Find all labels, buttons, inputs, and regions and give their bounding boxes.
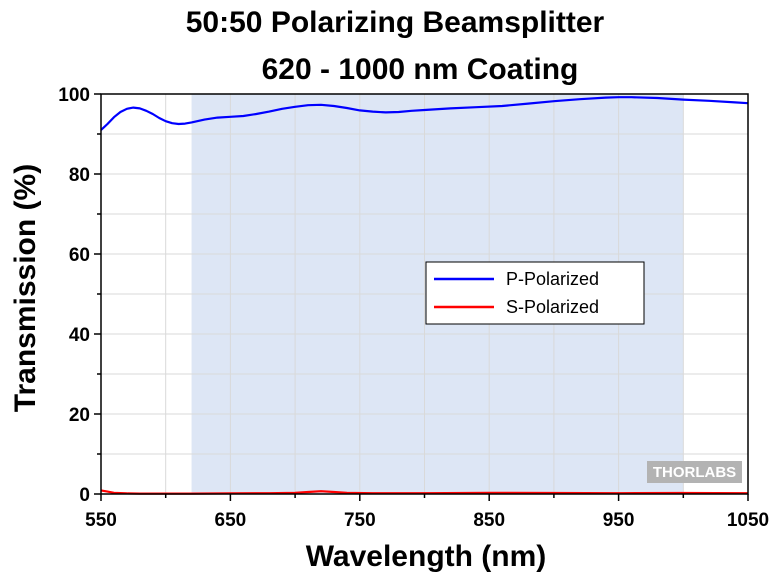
y-axis-label: Transmission (%) [9,164,42,412]
x-tick-label: 750 [344,510,376,531]
ticks [94,93,749,501]
x-tick-labels: 550 650 750 850 950 1050 [85,510,769,531]
y-tick-labels: 0 20 40 60 80 100 [58,85,90,506]
x-tick-label: 550 [85,510,117,531]
x-tick-label: 950 [603,510,635,531]
series-line-p-polarized [100,96,749,131]
y-tick-label: 40 [69,325,90,346]
chart-title-line-1: 50:50 Polarizing Beamsplitter [186,6,605,39]
y-tick-label: 20 [69,405,90,426]
x-tick-label: 650 [215,510,247,531]
legend-label-s-polarized: S-Polarized [506,297,599,317]
x-axis-label: Wavelength (nm) [306,540,547,573]
logo-background [647,461,742,483]
chart-title-line-2: 620 - 1000 nm Coating [262,53,579,86]
legend-label-p-polarized: P-Polarized [506,269,599,289]
y-tick-label: 0 [79,485,90,506]
logo-text: THORLABS [653,464,736,481]
x-tick-label: 850 [473,510,505,531]
x-tick-label: 1050 [727,510,769,531]
thorlabs-logo: THORLABS [647,461,742,483]
legend-box [425,261,645,325]
y-tick-label: 60 [69,245,90,266]
y-tick-label: 100 [58,85,90,106]
y-tick-label: 80 [69,165,90,186]
legend: P-Polarized S-Polarized [425,261,645,325]
